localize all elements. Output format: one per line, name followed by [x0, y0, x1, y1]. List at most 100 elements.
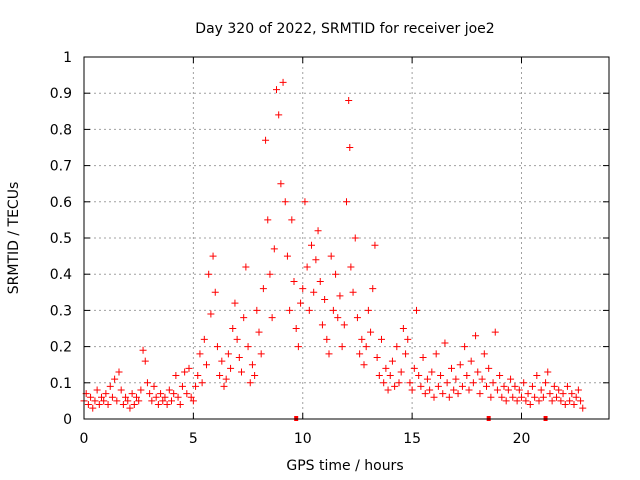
- ticks: [83, 56, 609, 420]
- data-point: [181, 368, 189, 376]
- data-points: [80, 78, 587, 412]
- data-point: [340, 321, 348, 329]
- data-point: [286, 306, 294, 314]
- y-tick-label: 0.6: [50, 195, 72, 211]
- data-point: [544, 368, 552, 376]
- data-point: [445, 393, 453, 401]
- data-point: [98, 393, 105, 401]
- data-point: [487, 393, 495, 401]
- data-point: [84, 401, 92, 409]
- data-point: [371, 241, 379, 249]
- data-point: [375, 372, 383, 380]
- data-point: [192, 382, 200, 390]
- data-point: [141, 357, 149, 365]
- data-point: [397, 368, 405, 376]
- data-point: [143, 379, 151, 387]
- data-point: [535, 397, 543, 405]
- data-point: [264, 216, 272, 224]
- data-point: [185, 364, 193, 372]
- data-point: [358, 335, 366, 343]
- data-point: [172, 372, 180, 380]
- data-point: [323, 335, 331, 343]
- data-point: [504, 386, 512, 394]
- y-tick-label: 0.8: [50, 122, 72, 138]
- data-point: [483, 382, 490, 390]
- data-point: [299, 285, 307, 293]
- data-point: [281, 198, 289, 206]
- data-point: [489, 379, 497, 387]
- data-point: [382, 364, 390, 372]
- data-point: [474, 368, 482, 376]
- data-point: [104, 401, 112, 409]
- data-point: [496, 372, 504, 380]
- data-point: [364, 306, 372, 314]
- data-point: [441, 339, 449, 347]
- data-point: [533, 372, 541, 380]
- data-point: [305, 306, 313, 314]
- data-point: [454, 390, 462, 398]
- data-point: [373, 353, 381, 361]
- data-point: [557, 397, 565, 405]
- data-point: [472, 332, 480, 340]
- data-point: [415, 372, 423, 380]
- data-point: [227, 364, 235, 372]
- data-point: [262, 136, 270, 144]
- data-point: [362, 343, 370, 351]
- data-point: [168, 397, 175, 405]
- data-point: [572, 393, 580, 401]
- y-tick-label: 0.4: [50, 267, 72, 283]
- data-point: [303, 263, 311, 271]
- data-point: [170, 390, 178, 398]
- data-point: [308, 241, 315, 249]
- data-point: [419, 353, 427, 361]
- data-point: [430, 393, 438, 401]
- data-point: [266, 270, 274, 278]
- data-point: [410, 364, 418, 372]
- data-point: [546, 390, 554, 398]
- grid: [84, 57, 609, 419]
- data-point: [520, 379, 528, 387]
- y-tick-label: 0.5: [50, 231, 72, 247]
- data-point: [108, 393, 116, 401]
- data-point: [253, 306, 261, 314]
- data-point: [238, 368, 245, 376]
- data-point: [203, 361, 210, 369]
- data-point: [448, 364, 455, 372]
- data-point: [548, 397, 556, 405]
- data-point: [413, 306, 420, 314]
- data-point: [111, 375, 119, 383]
- data-point: [476, 390, 484, 398]
- data-point: [485, 364, 493, 372]
- data-point: [200, 335, 208, 343]
- data-point: [124, 397, 132, 405]
- data-point: [456, 361, 464, 369]
- data-point: [421, 390, 429, 398]
- x-tick-label: 5: [189, 431, 198, 447]
- data-point: [577, 397, 585, 405]
- data-point: [205, 270, 213, 278]
- data-point: [555, 386, 563, 394]
- data-point: [222, 375, 230, 383]
- data-point: [106, 382, 114, 390]
- data-point: [159, 397, 167, 405]
- data-point: [537, 386, 545, 394]
- data-point: [152, 393, 160, 401]
- data-point: [211, 288, 219, 296]
- data-point: [216, 372, 224, 380]
- data-point: [432, 350, 440, 358]
- data-point: [209, 252, 217, 260]
- data-point: [500, 382, 508, 390]
- data-point: [461, 343, 469, 351]
- data-point: [314, 227, 322, 235]
- data-point: [360, 361, 368, 369]
- y-tick-label: 0.3: [50, 303, 72, 319]
- data-point: [443, 379, 451, 387]
- data-point: [117, 386, 125, 394]
- data-point: [518, 393, 525, 401]
- data-point: [542, 379, 550, 387]
- data-point: [218, 357, 226, 365]
- data-point: [336, 292, 344, 300]
- y-tick-label: 0.1: [50, 376, 72, 392]
- data-point: [115, 368, 123, 376]
- x-axis-title: GPS time / hours: [286, 458, 403, 474]
